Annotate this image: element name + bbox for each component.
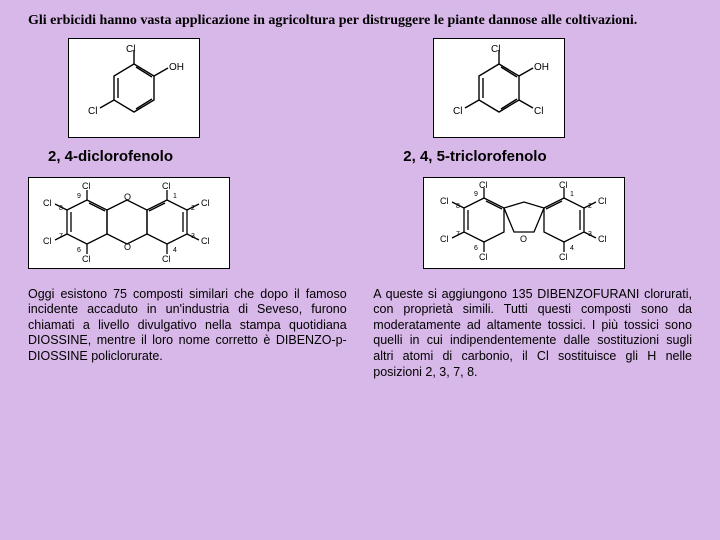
- rp7: 7: [456, 231, 460, 238]
- rp8: 8: [456, 203, 460, 210]
- label-cl-br-r: Cl: [534, 106, 543, 117]
- rp1: 1: [570, 191, 574, 198]
- col-right-mid: O Cl Cl Cl Cl Cl Cl Cl Cl 1 2 3 4 6 7 8: [373, 177, 692, 269]
- l-cl-8: Cl: [162, 254, 171, 264]
- mol-dibenzo-dioxin: O O Cl Cl Cl Cl Cl Cl Cl Cl 1 2 3 4 6 7: [28, 177, 230, 269]
- para-left: Oggi esistono 75 composti similari che d…: [28, 287, 347, 365]
- col-left-bot: Oggi esistono 75 composti similari che d…: [28, 287, 347, 381]
- p9: 9: [77, 193, 81, 200]
- r-cl-3: Cl: [598, 196, 607, 206]
- label-cl-top-r: Cl: [491, 44, 500, 55]
- rp9: 9: [474, 191, 478, 198]
- p7: 7: [59, 233, 63, 240]
- mid-row: O O Cl Cl Cl Cl Cl Cl Cl Cl 1 2 3 4 6 7: [28, 177, 692, 269]
- l-cl-3: Cl: [201, 198, 210, 208]
- mol-svg-1: Cl OH Cl: [74, 42, 194, 134]
- col-left-mid: O O Cl Cl Cl Cl Cl Cl Cl Cl 1 2 3 4 6 7: [28, 177, 347, 269]
- mol-svg-3: O O Cl Cl Cl Cl Cl Cl Cl Cl 1 2 3 4 6 7: [31, 180, 227, 266]
- mol-245-trichlorophenol: Cl OH Cl Cl: [433, 38, 565, 138]
- label-cl-bl-r: Cl: [453, 106, 462, 117]
- r-cl-6: Cl: [479, 252, 488, 262]
- slide: Gli erbicidi hanno vasta applicazione in…: [0, 0, 720, 392]
- label-o-top: O: [124, 192, 131, 202]
- label-oh: OH: [169, 62, 184, 73]
- label-o-furan: O: [520, 234, 527, 244]
- col-left-top: Cl OH Cl 2, 4-diclorofenolo: [28, 38, 347, 177]
- r-cl-4: Cl: [598, 234, 607, 244]
- caption-left: 2, 4-diclorofenolo: [48, 148, 173, 165]
- label-cl-bot: Cl: [88, 106, 97, 117]
- l-cl-6: Cl: [82, 254, 91, 264]
- p6: 6: [77, 247, 81, 254]
- intro-text: Gli erbicidi hanno vasta applicazione in…: [28, 12, 692, 30]
- top-row: Cl OH Cl 2, 4-diclorofenolo: [28, 38, 692, 177]
- p3: 3: [191, 233, 195, 240]
- rp2: 2: [588, 203, 592, 210]
- p8: 8: [59, 205, 63, 212]
- label-oh-r: OH: [534, 62, 549, 73]
- l-cl-1: Cl: [43, 198, 52, 208]
- rp6: 6: [474, 245, 478, 252]
- mol-svg-2: Cl OH Cl Cl: [439, 42, 559, 134]
- mol-svg-4: O Cl Cl Cl Cl Cl Cl Cl Cl 1 2 3 4 6 7 8: [426, 180, 622, 266]
- caption-right: 2, 4, 5-triclorofenolo: [403, 148, 546, 165]
- l-cl-7: Cl: [162, 181, 171, 191]
- l-cl-5: Cl: [82, 181, 91, 191]
- col-right-top: Cl OH Cl Cl 2, 4, 5-triclorofenolo: [373, 38, 692, 177]
- r-cl-1: Cl: [440, 196, 449, 206]
- p2: 2: [191, 205, 195, 212]
- mol-dibenzofuran: O Cl Cl Cl Cl Cl Cl Cl Cl 1 2 3 4 6 7 8: [423, 177, 625, 269]
- r-cl-8: Cl: [559, 252, 568, 262]
- rp3: 3: [588, 231, 592, 238]
- p1: 1: [173, 193, 177, 200]
- bottom-row: Oggi esistono 75 composti similari che d…: [28, 287, 692, 381]
- l-cl-2: Cl: [43, 236, 52, 246]
- col-right-bot: A queste si aggiungono 135 DIBENZOFURANI…: [373, 287, 692, 381]
- r-cl-5: Cl: [479, 180, 488, 190]
- r-cl-2: Cl: [440, 234, 449, 244]
- r-cl-7: Cl: [559, 180, 568, 190]
- p4: 4: [173, 247, 177, 254]
- l-cl-4: Cl: [201, 236, 210, 246]
- mol-24-dichlorophenol: Cl OH Cl: [68, 38, 200, 138]
- label-o-bot: O: [124, 242, 131, 252]
- label-cl-top: Cl: [126, 44, 135, 55]
- rp4: 4: [570, 245, 574, 252]
- para-right: A queste si aggiungono 135 DIBENZOFURANI…: [373, 287, 692, 381]
